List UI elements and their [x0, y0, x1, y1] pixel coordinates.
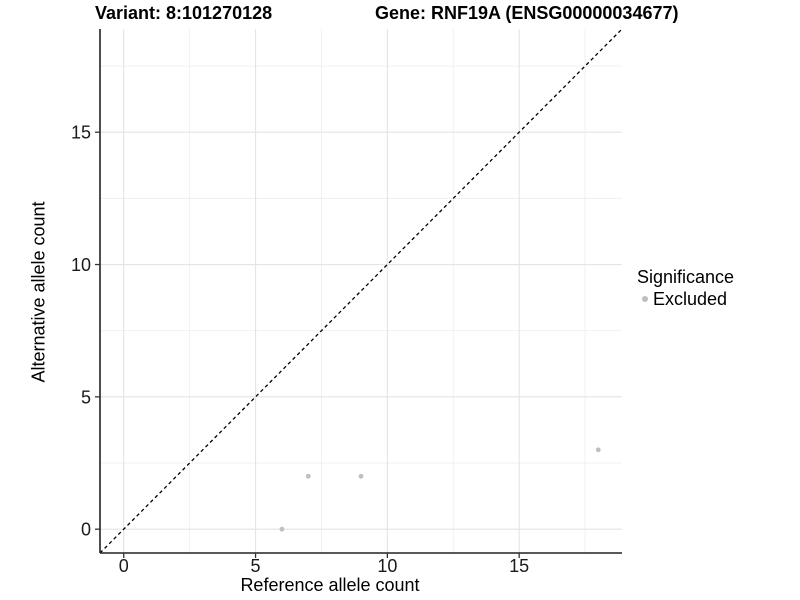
y-tick-label: 0	[81, 520, 91, 540]
y-axis-title: Alternative allele count	[28, 201, 49, 383]
legend: Significance Excluded	[637, 266, 734, 310]
data-point	[305, 473, 311, 479]
x-tick-label: 5	[251, 556, 261, 576]
legend-title: Significance	[637, 267, 735, 287]
gene-title: Gene: RNF19A (ENSG00000034677)	[375, 3, 679, 23]
y-tick-label: 10	[71, 255, 91, 275]
data-point	[358, 473, 364, 479]
variant-title: Variant: 8:101270128	[95, 3, 273, 23]
data-point	[595, 447, 601, 453]
x-tick-label: 10	[377, 556, 397, 576]
legend-item-label: Excluded	[653, 289, 728, 309]
legend-item-excluded: Excluded	[637, 288, 734, 310]
legend-key	[637, 291, 653, 307]
x-tick-label: 15	[509, 556, 529, 576]
excluded-point-icon	[642, 296, 648, 302]
data-point	[279, 526, 285, 532]
x-axis-title: Reference allele count	[240, 575, 420, 595]
x-tick-label: 0	[119, 556, 129, 576]
y-tick-label: 15	[71, 123, 91, 143]
y-tick-label: 5	[81, 387, 91, 407]
